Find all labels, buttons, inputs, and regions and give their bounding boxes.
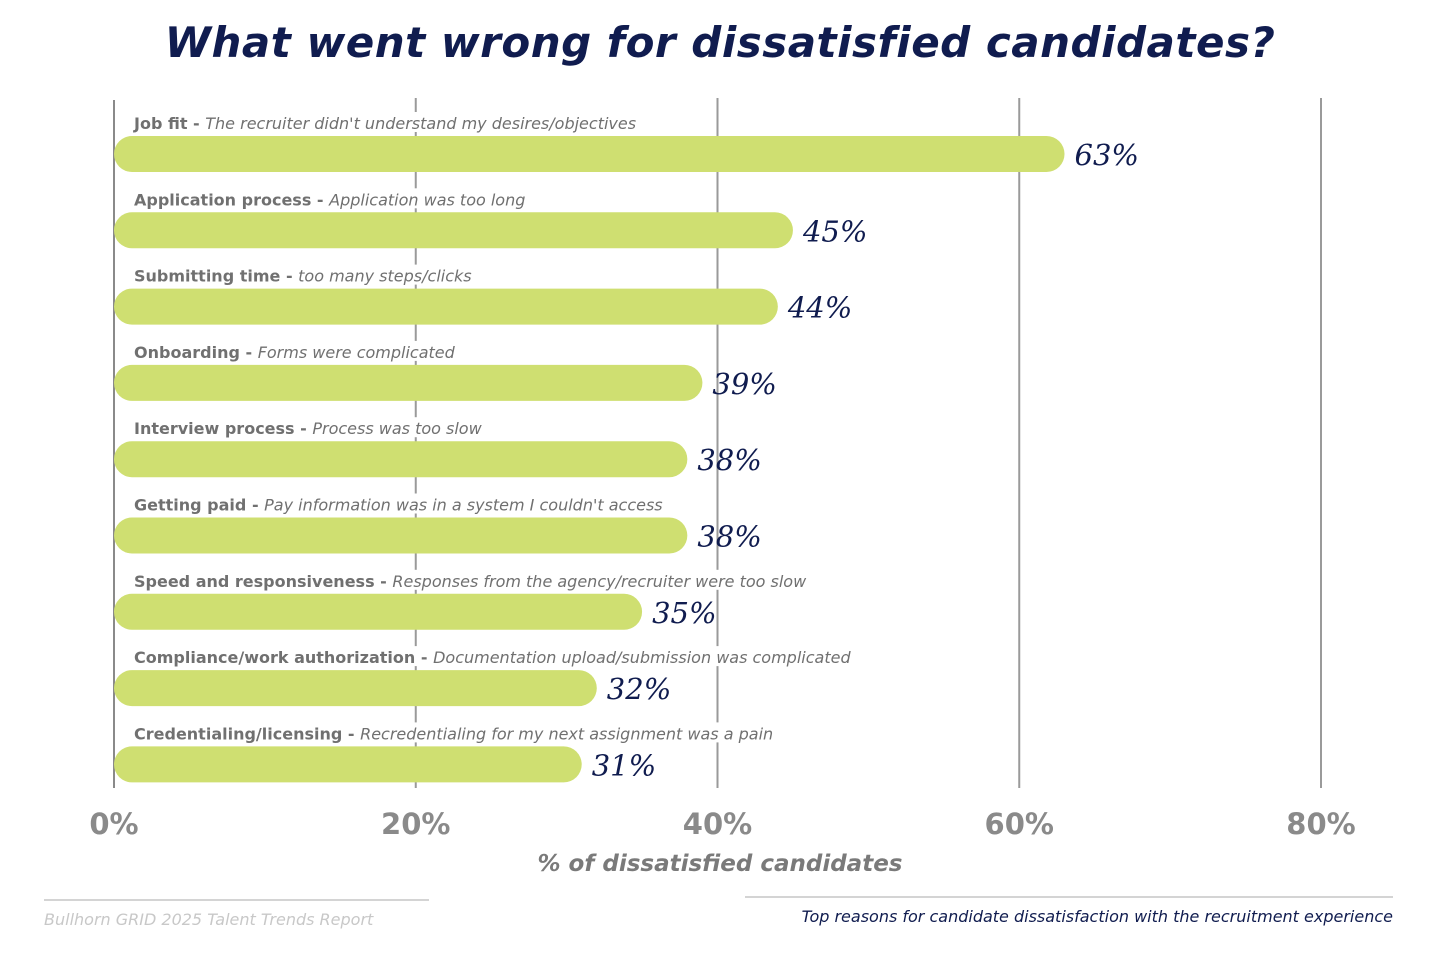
category-detail: Forms were complicated: [258, 343, 456, 362]
bar: [114, 746, 582, 783]
category-label: Compliance/work authorization - Document…: [134, 648, 851, 667]
label-background: [128, 340, 461, 361]
category-name: Credentialing/licensing -: [134, 724, 360, 743]
category-label: Application process - Application was to…: [134, 190, 525, 209]
label-background: [128, 646, 857, 667]
bar: [114, 136, 1065, 172]
label-background: [128, 569, 813, 590]
category-label: Onboarding - Forms were complicated: [134, 343, 456, 362]
footer-caption: Top reasons for candidate dissatisfactio…: [801, 907, 1393, 926]
value-label: 31%: [592, 748, 656, 782]
category-detail: Recredentialing for my next assignment w…: [360, 724, 773, 743]
bar: [114, 441, 688, 478]
x-tick-label: 20%: [381, 807, 450, 841]
value-label: 38%: [697, 520, 761, 554]
category-name: Compliance/work authorization -: [134, 648, 433, 667]
x-tick-label: 0%: [89, 807, 138, 841]
footer-source: Bullhorn GRID 2025 Talent Trends Report: [44, 910, 374, 929]
category-label-group: Application process - Application was to…: [128, 188, 532, 209]
category-name: Getting paid -: [134, 496, 264, 515]
category-label: Submitting time - too many steps/clicks: [134, 267, 472, 286]
bar: [114, 593, 643, 630]
category-detail: Application was too long: [328, 190, 525, 209]
bar: [114, 288, 778, 325]
footer-divider-left: [44, 899, 429, 901]
category-name: Onboarding -: [134, 343, 258, 362]
value-label: 44%: [787, 291, 852, 325]
footer-divider-right: [745, 896, 1393, 898]
category-label-group: Getting paid - Pay information was in a …: [128, 493, 669, 515]
category-detail: Pay information was in a system I couldn…: [264, 496, 662, 515]
value-label: 35%: [652, 596, 716, 630]
category-label: Job fit - The recruiter didn't understan…: [133, 114, 636, 133]
category-label-group: Speed and responsiveness - Responses fro…: [128, 569, 813, 591]
label-background: [128, 264, 478, 285]
value-label: 32%: [607, 672, 671, 706]
category-label: Credentialing/licensing - Recredentialin…: [134, 724, 773, 743]
category-label: Getting paid - Pay information was in a …: [134, 496, 663, 515]
category-detail: Documentation upload/submission was comp…: [433, 648, 851, 667]
category-name: Speed and responsiveness -: [134, 572, 392, 591]
value-label: 39%: [712, 367, 776, 401]
x-tick-label: 60%: [985, 807, 1054, 841]
label-background: [128, 722, 780, 743]
category-name: Submitting time -: [134, 267, 298, 286]
value-label: 38%: [697, 443, 761, 477]
x-tick-label: 40%: [683, 807, 752, 841]
category-label-group: Interview process - Process was too slow: [128, 417, 488, 438]
category-name: Interview process -: [134, 419, 312, 438]
category-detail: Process was too slow: [312, 419, 482, 438]
label-background: [128, 188, 532, 209]
category-name: Application process -: [134, 190, 329, 209]
category-detail: The recruiter didn't understand my desir…: [205, 114, 636, 133]
category-label-group: Submitting time - too many steps/clicks: [128, 264, 478, 286]
category-label: Speed and responsiveness - Responses fro…: [134, 572, 807, 591]
category-label-group: Onboarding - Forms were complicated: [128, 340, 461, 362]
category-label-group: Credentialing/licensing - Recredentialin…: [128, 722, 780, 743]
category-detail: Responses from the agency/recruiter were…: [392, 572, 807, 591]
category-label: Interview process - Process was too slow: [134, 419, 483, 438]
value-label: 45%: [802, 214, 867, 248]
category-label-group: Job fit - The recruiter didn't understan…: [128, 112, 643, 133]
bar: [114, 364, 703, 401]
value-label: 63%: [1075, 138, 1139, 172]
category-detail: too many steps/clicks: [298, 267, 471, 286]
category-label-group: Compliance/work authorization - Document…: [128, 646, 857, 667]
bar: [114, 670, 597, 707]
x-axis-label: % of dissatisfied candidates: [537, 851, 902, 877]
label-background: [128, 493, 669, 514]
category-name: Job fit -: [133, 114, 205, 133]
bar: [114, 212, 793, 249]
x-tick-label: 80%: [1286, 807, 1355, 841]
label-background: [128, 417, 488, 438]
chart-title: What went wrong for dissatisfied candida…: [164, 18, 1276, 67]
label-background: [128, 112, 643, 132]
bar: [114, 517, 688, 554]
